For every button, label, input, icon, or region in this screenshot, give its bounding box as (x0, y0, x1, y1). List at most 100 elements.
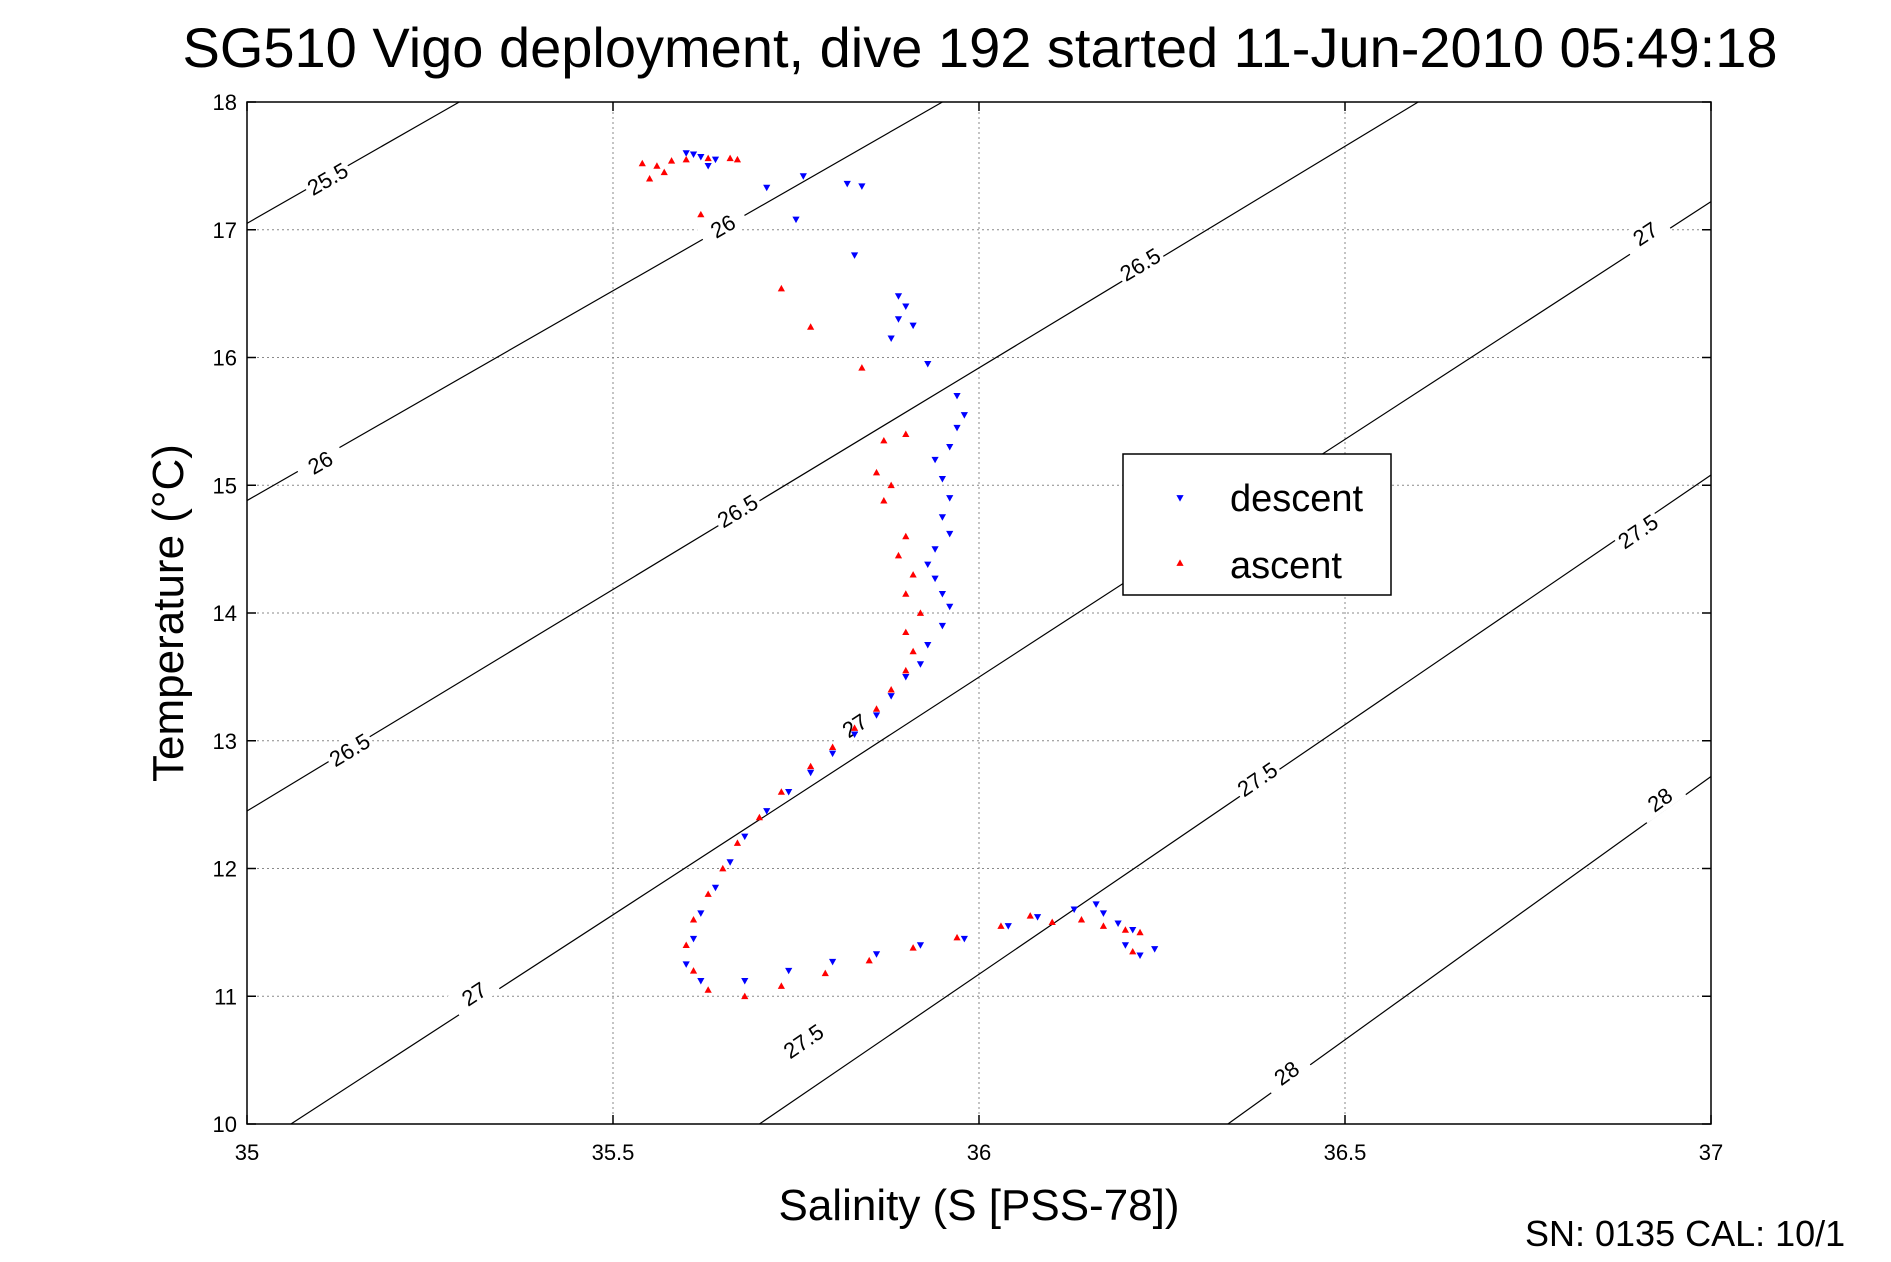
x-axis-label: Salinity (S [PSS-78]) (778, 1181, 1179, 1230)
contour-line-25-5 (246, 101, 460, 224)
descent-point (763, 808, 771, 815)
ascent-point (777, 284, 785, 292)
ascent-point (704, 986, 712, 993)
ascent-point (1136, 928, 1144, 936)
x-tick-label: 37 (1699, 1140, 1723, 1165)
ascent-point (872, 468, 881, 476)
ascent-point (667, 157, 676, 164)
descent-point (741, 978, 749, 985)
ascent-point (909, 647, 917, 655)
ascent-point (880, 436, 888, 444)
contour-label-bg (1633, 775, 1687, 824)
descent-point (763, 184, 771, 192)
descent-point (872, 951, 881, 958)
ascent-point (1121, 926, 1129, 933)
ascent-point (704, 890, 712, 897)
descent-point (1004, 923, 1012, 930)
descent-point (1070, 906, 1078, 913)
descent-point (916, 942, 925, 949)
contour-label-bg (322, 726, 377, 773)
legend-ascent-marker-shape (1176, 559, 1184, 566)
descent-point (872, 712, 881, 719)
ascent-point (726, 154, 734, 162)
descent-point (704, 162, 712, 170)
legend-descent-marker-shape (1176, 495, 1184, 502)
ascent-point (850, 724, 859, 731)
descent-point (938, 590, 946, 598)
ascent-point (1077, 916, 1086, 923)
x-tick-label: 35 (235, 1140, 259, 1165)
y-tick-label: 12 (213, 857, 237, 882)
legend-box (1122, 453, 1392, 596)
descent-point (785, 788, 793, 796)
descent-point (697, 154, 705, 161)
ascent-point (1129, 947, 1137, 955)
ascent-point (872, 705, 881, 712)
ascent-point (682, 941, 690, 949)
legend-descent-marker (1176, 495, 1184, 502)
descent-point (807, 769, 815, 777)
ascent-point (909, 571, 917, 578)
contour-label-bg (1230, 755, 1284, 803)
descent-point (785, 967, 793, 975)
ascent-point (829, 743, 837, 751)
descent-point (887, 335, 895, 342)
y-tick-label: 17 (213, 218, 237, 243)
ascent-point (902, 666, 910, 674)
contour-label-bg (696, 203, 750, 249)
ascent-point (638, 159, 646, 167)
ascent-point (894, 551, 903, 559)
descent-point (682, 961, 690, 968)
ascent-point (733, 155, 742, 163)
descent-point (1099, 910, 1108, 917)
serial-calibration-note: SN: 0135 CAL: 10/1 (1525, 1213, 1845, 1254)
ascent-point (887, 686, 895, 693)
descent-point (902, 673, 910, 681)
descent-point (946, 603, 954, 611)
descent-point (924, 642, 932, 649)
descent-point (938, 475, 946, 483)
descent-point (711, 884, 720, 892)
descent-point (894, 316, 903, 323)
ascent-point (865, 956, 873, 964)
descent-point (953, 392, 961, 400)
ascent-point (689, 967, 698, 974)
legend-ascent-label: ascent (1230, 545, 1342, 587)
descent-point (850, 731, 859, 738)
y-tick-label: 18 (213, 90, 237, 115)
descent-point (946, 495, 954, 502)
descent-point (938, 514, 946, 521)
descent-point (1033, 914, 1042, 921)
contour-line-27 (290, 201, 1712, 1125)
descent-point (726, 859, 734, 866)
descent-point (1129, 926, 1137, 934)
descent-point (689, 935, 698, 943)
descent-point (902, 303, 910, 310)
contour-label-bg (300, 156, 355, 201)
contour-label-bg (710, 488, 765, 534)
ascent-point (902, 532, 910, 540)
x-tick-label: 36.5 (1324, 1140, 1367, 1165)
legend-descent-label: descent (1230, 478, 1364, 520)
ascent-point (660, 168, 668, 176)
ascent-point (704, 154, 712, 162)
descent-point (887, 693, 895, 700)
contour-line-26 (246, 101, 943, 502)
y-tick-label: 10 (213, 1112, 237, 1137)
ascent-point (777, 982, 785, 989)
series-descent (682, 150, 1159, 985)
series-ascent (638, 154, 1144, 1000)
descent-point (924, 561, 932, 569)
descent-point (829, 958, 837, 966)
ascent-point (755, 813, 763, 821)
descent-point (829, 750, 837, 758)
contour-label-bg (447, 970, 501, 1017)
descent-point (953, 424, 961, 432)
ascent-point (909, 944, 917, 951)
contour-line-26-5 (246, 101, 1419, 812)
ascent-point (887, 481, 895, 489)
descent-point (1121, 942, 1129, 949)
ascent-point (777, 788, 785, 795)
descent-point (850, 252, 859, 259)
contour-label-bg (776, 1017, 830, 1065)
